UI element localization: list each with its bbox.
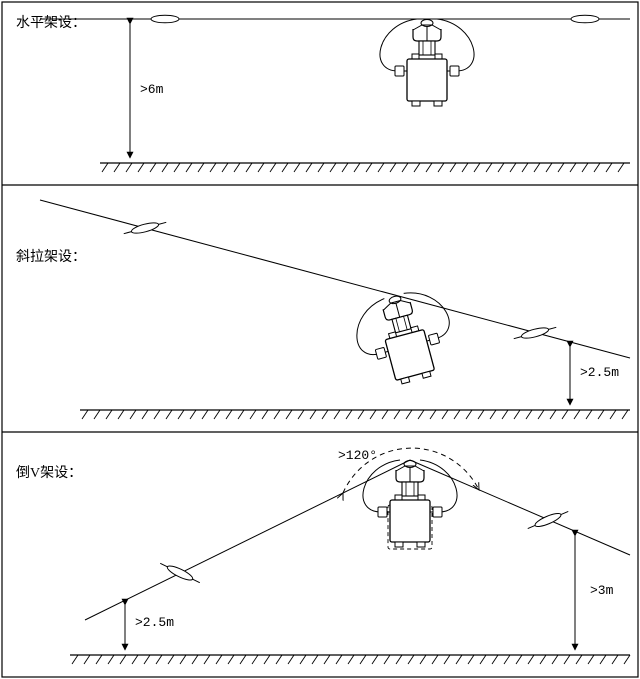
insulator-icon [563, 15, 607, 23]
transceiver-icon [380, 19, 474, 106]
dimension-text: >2.5m [580, 365, 619, 380]
dimension-text: >2.5m [135, 615, 174, 630]
dimension-text: >3m [590, 583, 613, 598]
dimension-text: >120° [338, 448, 377, 463]
insulator-icon [143, 15, 187, 23]
panel-inverted-v [70, 448, 630, 664]
antenna-wire [85, 460, 410, 620]
insulator-icon [513, 324, 557, 343]
ground-hatch [72, 655, 630, 664]
diagram-canvas [0, 0, 640, 679]
insulator-icon [123, 219, 167, 238]
ground-hatch [102, 163, 624, 172]
insulator-icon [159, 560, 202, 586]
config-label-1: 水平架设： [16, 12, 86, 32]
antenna-wire [410, 460, 630, 555]
panel-diagonal [40, 200, 630, 419]
ground-hatch [82, 410, 628, 419]
config-label-3: 倒V架设： [16, 462, 82, 482]
config-label-2: 斜拉架设： [16, 246, 86, 266]
panel-horizontal [40, 15, 630, 172]
transceiver-icon [349, 284, 462, 392]
transceiver-icon [363, 460, 457, 547]
frame [2, 2, 638, 677]
insulator-icon [526, 508, 569, 532]
dimension-text: >6m [140, 82, 163, 97]
